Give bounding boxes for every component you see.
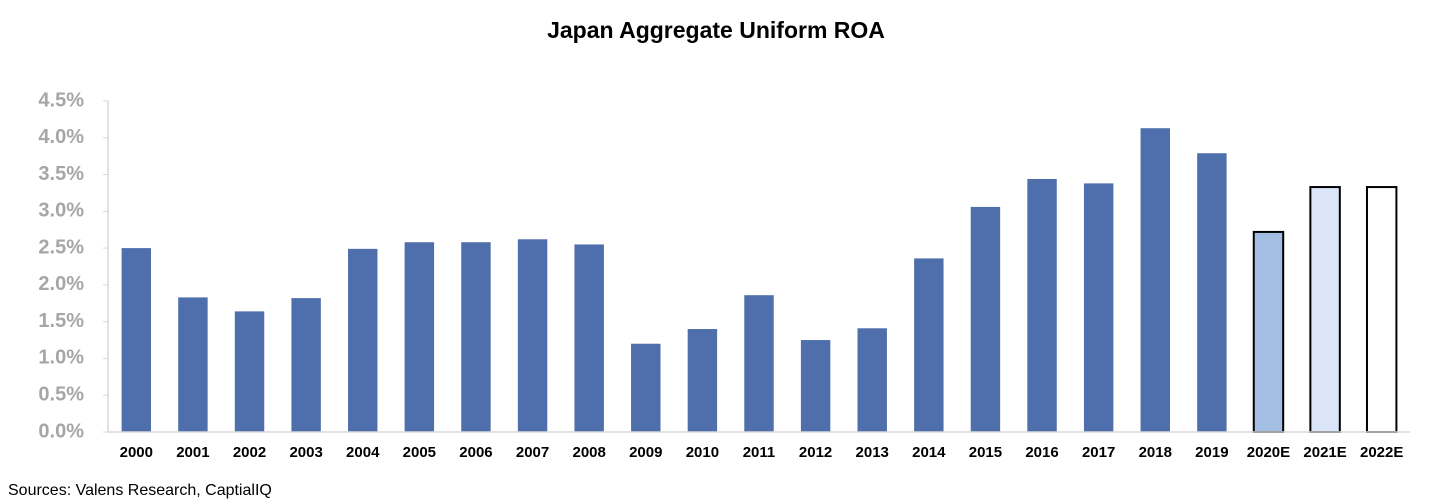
- bar: [574, 244, 604, 432]
- y-tick-label: 1.0%: [38, 347, 84, 369]
- x-tick-label: 2014: [912, 444, 946, 461]
- x-tick-label: 2006: [459, 444, 492, 461]
- y-tick-label: 2.0%: [38, 273, 84, 295]
- x-tick-label: 2004: [346, 444, 380, 461]
- x-tick-label: 2013: [856, 444, 889, 461]
- bar: [1083, 183, 1114, 432]
- bar: [631, 343, 661, 432]
- y-tick-label: 4.5%: [38, 89, 84, 111]
- x-tick-label: 2012: [799, 444, 832, 461]
- x-tick-label: 2017: [1082, 444, 1115, 461]
- bar: [1252, 230, 1285, 433]
- x-tick-label: 2022E: [1360, 444, 1403, 461]
- bar: [970, 206, 1001, 432]
- x-tick-label: 2008: [572, 444, 605, 461]
- y-tick-label: 2.5%: [38, 236, 84, 258]
- bar: [1027, 178, 1057, 432]
- x-tick-label: 2016: [1025, 444, 1058, 461]
- bar: [1309, 186, 1341, 433]
- x-tick-label: 2010: [686, 444, 719, 461]
- bar: [1197, 153, 1227, 433]
- bar: [178, 297, 208, 432]
- bar: [1365, 186, 1398, 433]
- bar: [234, 311, 265, 432]
- x-tick-label: 2020E: [1247, 444, 1290, 461]
- x-tick-label: 2018: [1139, 444, 1172, 461]
- y-tick-label: 3.5%: [38, 163, 84, 185]
- bar: [1140, 128, 1170, 432]
- y-tick-label: 0.0%: [38, 420, 84, 442]
- chart-title: Japan Aggregate Uniform ROA: [547, 17, 885, 43]
- x-tick-label: 2021E: [1303, 444, 1346, 461]
- bar: [517, 239, 548, 432]
- y-tick-label: 0.5%: [38, 384, 84, 406]
- x-tick-label: 2005: [403, 444, 436, 461]
- bar: [857, 328, 887, 432]
- x-tick-label: 2015: [969, 444, 1002, 461]
- x-tick-label: 2011: [743, 444, 776, 461]
- bar: [121, 248, 152, 432]
- bar: [687, 329, 718, 432]
- bar: [348, 248, 378, 432]
- x-tick-label: 2001: [176, 444, 209, 461]
- bar: [800, 340, 831, 432]
- y-tick-label: 3.0%: [38, 200, 84, 222]
- bar: [461, 242, 491, 432]
- y-tick-label: 1.5%: [38, 310, 84, 332]
- x-tick-label: 2002: [233, 444, 266, 461]
- x-tick-label: 2009: [629, 444, 662, 461]
- x-tick-label: 2003: [289, 444, 322, 461]
- bar: [291, 298, 321, 432]
- bar: [914, 258, 944, 432]
- source-note: Sources: Valens Research, CaptialIQ: [8, 482, 272, 499]
- x-tick-label: 2019: [1195, 444, 1228, 461]
- x-tick-label: 2000: [120, 444, 153, 461]
- y-tick-label: 4.0%: [38, 126, 84, 148]
- x-tick-label: 2007: [516, 444, 549, 461]
- bar: [404, 242, 435, 432]
- bar: [744, 295, 774, 432]
